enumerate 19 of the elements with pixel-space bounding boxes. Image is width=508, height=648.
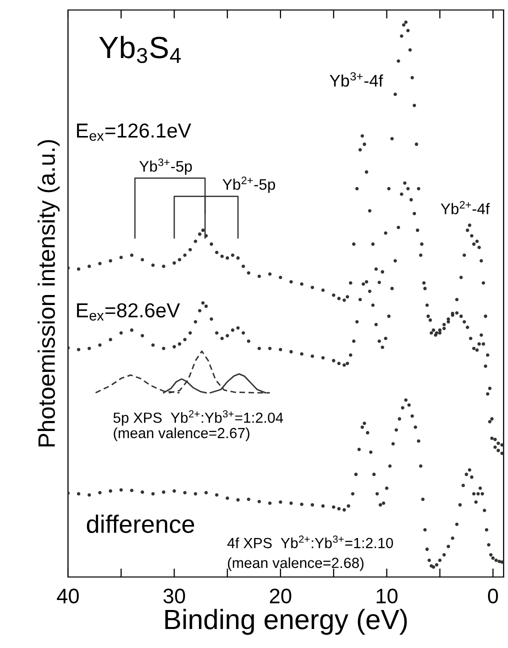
x-tick-label: 0 <box>488 588 498 604</box>
annotation: E$_{ex}$=82.6eV <box>77 303 180 321</box>
annotation: (mean valence=2.68) <box>228 557 364 571</box>
annotation: Yb$^{3+}$-4f <box>330 72 384 87</box>
y-axis-title: Photoemission intensity (a.u.) <box>38 140 60 446</box>
annotation: Yb$_{3}$S$_{4}$ <box>99 36 181 64</box>
annotation: 4f XPS Yb$^{2+}$:Yb$^{3+}$=1:2.10 <box>227 536 394 548</box>
annotation: Yb$^{2+}$-4f <box>440 200 490 214</box>
annotation: Yb$^{3+}$-5p <box>139 158 192 175</box>
x-tick-label: 20 <box>270 588 292 604</box>
annotation: E$_{ex}$=126.1eV <box>77 123 192 141</box>
x-tick-label: 30 <box>163 588 186 604</box>
x-tick-label: 10 <box>376 588 398 604</box>
annotation: Yb$^{2+}$-5p <box>222 176 276 193</box>
annotation: 5p XPS Yb$^{2+}$:Yb$^{3+}$=1:2.04 <box>113 410 284 426</box>
x-axis-title: Binding energy (eV) <box>165 608 407 635</box>
annotation: difference <box>86 514 194 534</box>
annotation: (mean valence=2.67) <box>114 428 250 442</box>
x-tick-label: 40 <box>56 588 79 604</box>
